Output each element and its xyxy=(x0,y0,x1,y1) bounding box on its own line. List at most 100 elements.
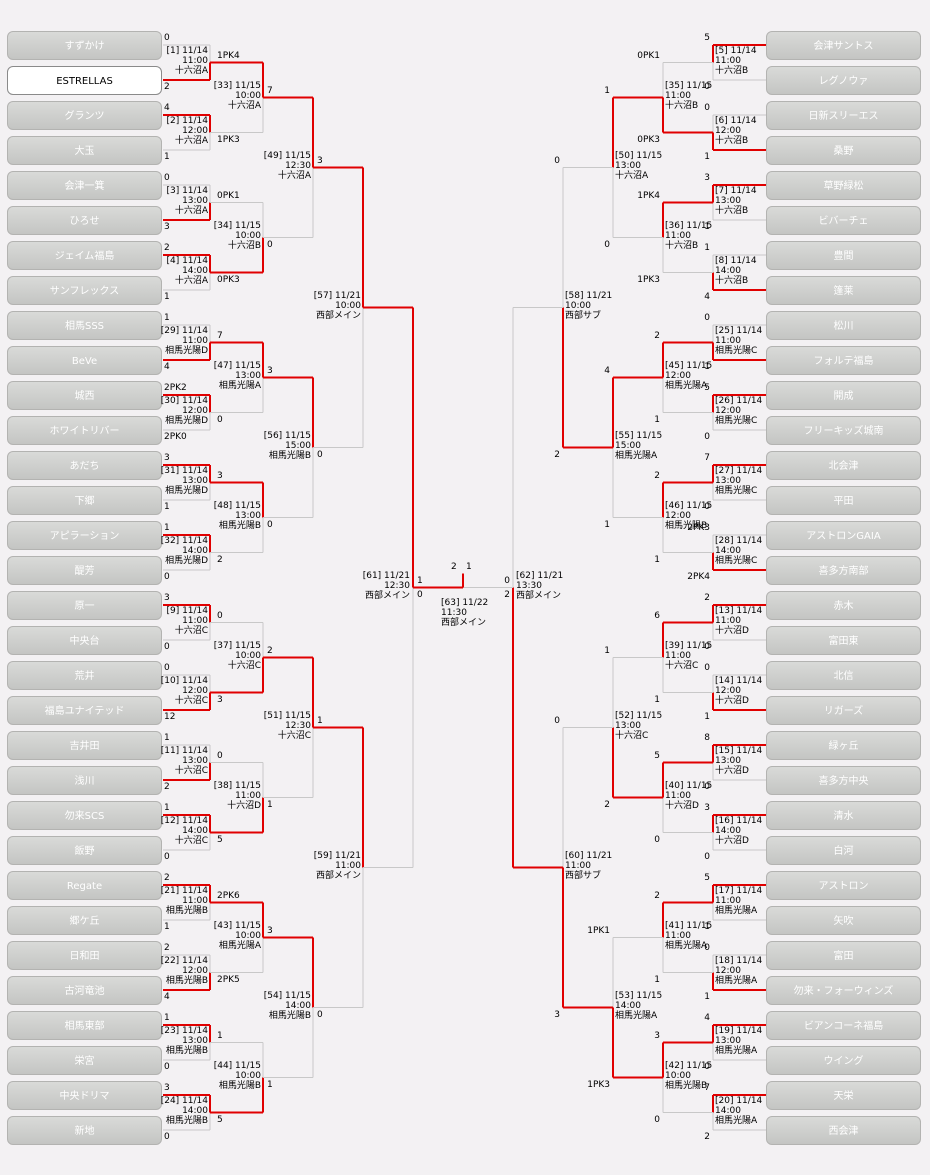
match-venue: 十六沼D xyxy=(715,695,749,706)
team-left[interactable]: 飯野 xyxy=(7,836,162,865)
match-venue: 十六沼A xyxy=(227,100,261,111)
match-venue: 相馬光陽A xyxy=(715,905,758,916)
team-left[interactable]: 相馬SSS xyxy=(7,311,162,340)
team-right[interactable]: フリーキッズ城南 xyxy=(766,416,921,445)
match-id: [9] 11/14 xyxy=(166,605,208,616)
team-left[interactable]: 栄宮 xyxy=(7,1046,162,1075)
match-time: 12:00 xyxy=(182,125,208,136)
team-right[interactable]: フォルテ福島 xyxy=(766,346,921,375)
team-right[interactable]: 矢吹 xyxy=(766,906,921,935)
team-right[interactable]: 平田 xyxy=(766,486,921,515)
team-left[interactable]: あだち xyxy=(7,451,162,480)
team-right[interactable]: 草野緑松 xyxy=(766,171,921,200)
team-right[interactable]: 富田東 xyxy=(766,626,921,655)
team-right[interactable]: 天栄 xyxy=(766,1081,921,1110)
match-venue: 相馬光陽B xyxy=(165,975,208,986)
team-left[interactable]: アピラーション xyxy=(7,521,162,550)
match-id: [2] 11/14 xyxy=(166,115,208,126)
score: 5 xyxy=(217,834,223,845)
team-right[interactable]: 篷莱 xyxy=(766,276,921,305)
team-left[interactable]: 下郷 xyxy=(7,486,162,515)
score: 5 xyxy=(654,750,660,761)
match-venue: 西部メイン xyxy=(315,870,361,881)
team-right[interactable]: 緑ヶ丘 xyxy=(766,731,921,760)
match-venue: 十六沼C xyxy=(665,660,699,671)
score: 0 xyxy=(704,103,710,113)
match-time: 13:00 xyxy=(182,195,208,206)
team-left[interactable]: すずかけ xyxy=(7,31,162,60)
team-left[interactable]: 相馬東部 xyxy=(7,1011,162,1040)
team-right[interactable]: 西会津 xyxy=(766,1116,921,1145)
score: 2 xyxy=(654,330,660,341)
team-right[interactable]: 松川 xyxy=(766,311,921,340)
team-left[interactable]: 城西 xyxy=(7,381,162,410)
team-left[interactable]: 福島ユナイテッド xyxy=(7,696,162,725)
team-right[interactable]: 開成 xyxy=(766,381,921,410)
team-right[interactable]: 富田 xyxy=(766,941,921,970)
team-right[interactable]: 勿来・フォーウィンズ xyxy=(766,976,921,1005)
team-left[interactable]: グランツ xyxy=(7,101,162,130)
team-right[interactable]: 日新スリーエス xyxy=(766,101,921,130)
team-left[interactable]: 勿来SCS xyxy=(7,801,162,830)
team-right[interactable]: 喜多方中央 xyxy=(766,766,921,795)
team-right[interactable]: アストロン xyxy=(766,871,921,900)
score: 4 xyxy=(164,103,170,113)
team-left[interactable]: Regate xyxy=(7,871,162,900)
team-left[interactable]: ホワイトリバー xyxy=(7,416,162,445)
team-left[interactable]: 吉井田 xyxy=(7,731,162,760)
team-right[interactable]: ウイング xyxy=(766,1046,921,1075)
match-time: 12:00 xyxy=(182,685,208,696)
team-right[interactable]: 喜多方南部 xyxy=(766,556,921,585)
team-right[interactable]: ビアンコーネ福島 xyxy=(766,1011,921,1040)
team-right[interactable]: 赤木 xyxy=(766,591,921,620)
team-left[interactable]: 荒井 xyxy=(7,661,162,690)
team-left[interactable]: 古河竜池 xyxy=(7,976,162,1005)
match-time: 15:00 xyxy=(285,440,311,451)
team-left[interactable]: 醍芳 xyxy=(7,556,162,585)
match-time: 11:00 xyxy=(665,90,691,101)
team-left[interactable]: サンフレックス xyxy=(7,276,162,305)
team-left[interactable]: ひろせ xyxy=(7,206,162,235)
team-right[interactable]: 北信 xyxy=(766,661,921,690)
team-right[interactable]: 北会津 xyxy=(766,451,921,480)
team-left[interactable]: 新地 xyxy=(7,1116,162,1145)
match-id: [31] 11/14 xyxy=(160,465,208,476)
match-info: [14] 11/14 12:00 十六沼D xyxy=(715,676,762,706)
team-left[interactable]: 大玉 xyxy=(7,136,162,165)
team-left[interactable]: 会津一箕 xyxy=(7,171,162,200)
team-right[interactable]: ビバーチェ xyxy=(766,206,921,235)
team-left[interactable]: BeVe xyxy=(7,346,162,375)
team-left[interactable]: 浅川 xyxy=(7,766,162,795)
team-left[interactable]: 中央ドリマ xyxy=(7,1081,162,1110)
team-right[interactable]: 桑野 xyxy=(766,136,921,165)
team-left[interactable]: 日和田 xyxy=(7,941,162,970)
team-right[interactable]: アストロンGAIA xyxy=(766,521,921,550)
score: 0 xyxy=(654,1114,660,1125)
score: 0 xyxy=(164,572,170,582)
team-left[interactable]: ESTRELLAS xyxy=(7,66,162,95)
match-venue: 相馬光陽D xyxy=(165,415,208,426)
team-left[interactable]: 原一 xyxy=(7,591,162,620)
match-time: 13:00 xyxy=(182,755,208,766)
team-left[interactable]: 郷ケ丘 xyxy=(7,906,162,935)
score: 0 xyxy=(164,173,170,183)
team-right[interactable]: リガーズ xyxy=(766,696,921,725)
team-right[interactable]: 豊間 xyxy=(766,241,921,270)
match-venue: 十六沼D xyxy=(227,800,261,811)
score: 3 xyxy=(164,1083,170,1093)
team-right[interactable]: レグノウァ xyxy=(766,66,921,95)
score: 2 xyxy=(654,470,660,481)
match-venue: 相馬光陽B xyxy=(268,1010,311,1021)
team-left[interactable]: ジェイム福島 xyxy=(7,241,162,270)
score: 1 xyxy=(704,243,710,253)
score: 7 xyxy=(217,330,223,341)
team-right[interactable]: 白河 xyxy=(766,836,921,865)
match-id: [11] 11/14 xyxy=(160,745,208,756)
team-right[interactable]: 清水 xyxy=(766,801,921,830)
team-right[interactable]: 会津サントス xyxy=(766,31,921,60)
match-id: [10] 11/14 xyxy=(160,675,208,686)
match-id: [57] 11/21 xyxy=(313,290,361,301)
score: 2 xyxy=(164,82,170,92)
team-left[interactable]: 中央台 xyxy=(7,626,162,655)
match-info: [15] 11/14 13:00 十六沼D xyxy=(715,746,762,776)
